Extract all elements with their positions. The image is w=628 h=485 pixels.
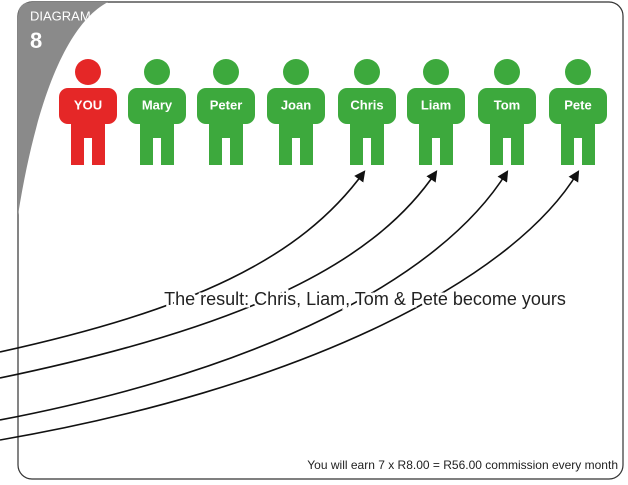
- person-name: Liam: [421, 97, 451, 112]
- corner-tab: [18, 2, 108, 215]
- person-head: [354, 59, 380, 85]
- arrow: [0, 170, 438, 379]
- person-name: Mary: [142, 97, 173, 112]
- person: Joan: [267, 59, 325, 165]
- person: Tom: [478, 59, 536, 165]
- diagram-number: 8: [30, 28, 42, 53]
- arrow: [0, 170, 509, 421]
- person: Chris: [338, 59, 396, 165]
- person-legs: [209, 118, 243, 165]
- person-head: [423, 59, 449, 85]
- person-head: [144, 59, 170, 85]
- person-body: [128, 88, 186, 124]
- person-head: [283, 59, 309, 85]
- arrow: [0, 170, 580, 441]
- person: Liam: [407, 59, 465, 165]
- person-legs: [490, 118, 524, 165]
- person-body: [407, 88, 465, 124]
- arrows: [0, 170, 580, 441]
- person-body: [549, 88, 607, 124]
- footer-text: You will earn 7 x R8.00 = R56.00 commiss…: [307, 458, 618, 472]
- person-name: Peter: [210, 97, 243, 112]
- person-head: [75, 59, 101, 85]
- person-head: [213, 59, 239, 85]
- person-legs: [140, 118, 174, 165]
- person-name: Chris: [350, 97, 383, 112]
- person-body: [338, 88, 396, 124]
- person-head: [494, 59, 520, 85]
- person-name: Pete: [564, 97, 591, 112]
- frame: [17, 1, 624, 480]
- person-name: YOU: [74, 97, 102, 112]
- person-name: Joan: [281, 97, 311, 112]
- people: YOU Mary Peter Joan Chris Liam Tom Pete: [59, 59, 607, 165]
- result-text: The result: Chris, Liam, Tom & Pete beco…: [164, 289, 566, 309]
- person-legs: [350, 118, 384, 165]
- person-legs: [419, 118, 453, 165]
- arrow: [0, 170, 366, 353]
- person-legs: [561, 118, 595, 165]
- diagram-label: DIAGRAM: [30, 8, 91, 23]
- person-body: [197, 88, 255, 124]
- person-body: [59, 88, 117, 124]
- person: Mary: [128, 59, 186, 165]
- person-body: [267, 88, 325, 124]
- person-legs: [279, 118, 313, 165]
- person: Peter: [197, 59, 255, 165]
- person-legs: [71, 118, 105, 165]
- person-name: Tom: [494, 97, 520, 112]
- person-body: [478, 88, 536, 124]
- person: YOU: [59, 59, 117, 165]
- person: Pete: [549, 59, 607, 165]
- person-head: [565, 59, 591, 85]
